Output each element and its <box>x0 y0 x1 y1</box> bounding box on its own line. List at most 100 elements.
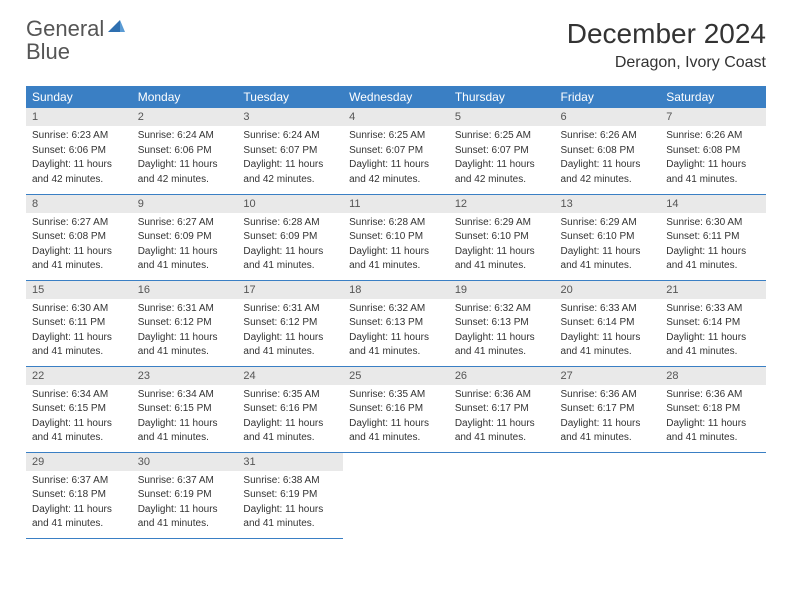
weekday-monday: Monday <box>132 86 238 108</box>
day1-text: Daylight: 11 hours <box>32 331 126 345</box>
day2-text: and 41 minutes. <box>32 431 126 445</box>
day1-text: Daylight: 11 hours <box>666 331 760 345</box>
day-cell: 28Sunrise: 6:36 AMSunset: 6:18 PMDayligh… <box>660 366 766 452</box>
day-number: 21 <box>660 281 766 299</box>
sunset-text: Sunset: 6:11 PM <box>32 316 126 330</box>
sunset-text: Sunset: 6:10 PM <box>349 230 443 244</box>
sunset-text: Sunset: 6:07 PM <box>455 144 549 158</box>
day1-text: Daylight: 11 hours <box>455 158 549 172</box>
sunrise-text: Sunrise: 6:23 AM <box>32 129 126 143</box>
sunrise-text: Sunrise: 6:32 AM <box>349 302 443 316</box>
day2-text: and 41 minutes. <box>243 259 337 273</box>
sunset-text: Sunset: 6:12 PM <box>138 316 232 330</box>
day-number: 16 <box>132 281 238 299</box>
day1-text: Daylight: 11 hours <box>666 158 760 172</box>
day-number: 3 <box>237 108 343 126</box>
day-number: 1 <box>26 108 132 126</box>
day-cell: 17Sunrise: 6:31 AMSunset: 6:12 PMDayligh… <box>237 280 343 366</box>
weekday-thursday: Thursday <box>449 86 555 108</box>
day-cell: 25Sunrise: 6:35 AMSunset: 6:16 PMDayligh… <box>343 366 449 452</box>
day-info: Sunrise: 6:31 AMSunset: 6:12 PMDaylight:… <box>237 299 343 366</box>
sunrise-text: Sunrise: 6:33 AM <box>561 302 655 316</box>
sunset-text: Sunset: 6:06 PM <box>138 144 232 158</box>
sunrise-text: Sunrise: 6:33 AM <box>666 302 760 316</box>
day2-text: and 42 minutes. <box>32 173 126 187</box>
title-block: December 2024 Deragon, Ivory Coast <box>567 18 766 72</box>
day-cell: 20Sunrise: 6:33 AMSunset: 6:14 PMDayligh… <box>555 280 661 366</box>
day-info: Sunrise: 6:28 AMSunset: 6:10 PMDaylight:… <box>343 213 449 280</box>
sunrise-text: Sunrise: 6:27 AM <box>32 216 126 230</box>
day1-text: Daylight: 11 hours <box>349 331 443 345</box>
sunrise-text: Sunrise: 6:34 AM <box>138 388 232 402</box>
week-row: 22Sunrise: 6:34 AMSunset: 6:15 PMDayligh… <box>26 366 766 452</box>
day2-text: and 41 minutes. <box>138 431 232 445</box>
day1-text: Daylight: 11 hours <box>666 417 760 431</box>
day-number: 2 <box>132 108 238 126</box>
sunrise-text: Sunrise: 6:36 AM <box>666 388 760 402</box>
sunset-text: Sunset: 6:08 PM <box>561 144 655 158</box>
day1-text: Daylight: 11 hours <box>138 417 232 431</box>
sunrise-text: Sunrise: 6:25 AM <box>455 129 549 143</box>
day1-text: Daylight: 11 hours <box>32 158 126 172</box>
day2-text: and 41 minutes. <box>138 259 232 273</box>
day-info: Sunrise: 6:34 AMSunset: 6:15 PMDaylight:… <box>26 385 132 452</box>
sunrise-text: Sunrise: 6:30 AM <box>666 216 760 230</box>
calendar-table: SundayMondayTuesdayWednesdayThursdayFrid… <box>26 86 766 539</box>
day1-text: Daylight: 11 hours <box>455 245 549 259</box>
day-cell: 2Sunrise: 6:24 AMSunset: 6:06 PMDaylight… <box>132 108 238 194</box>
calendar-page: General Blue December 2024 Deragon, Ivor… <box>0 0 792 557</box>
day2-text: and 41 minutes. <box>349 431 443 445</box>
day-cell: 22Sunrise: 6:34 AMSunset: 6:15 PMDayligh… <box>26 366 132 452</box>
sail-icon <box>106 18 126 39</box>
day-cell: 12Sunrise: 6:29 AMSunset: 6:10 PMDayligh… <box>449 194 555 280</box>
day-number: 7 <box>660 108 766 126</box>
location: Deragon, Ivory Coast <box>567 54 766 72</box>
week-row: 1Sunrise: 6:23 AMSunset: 6:06 PMDaylight… <box>26 108 766 194</box>
sunset-text: Sunset: 6:07 PM <box>243 144 337 158</box>
day2-text: and 41 minutes. <box>243 517 337 531</box>
day1-text: Daylight: 11 hours <box>349 245 443 259</box>
day-info: Sunrise: 6:23 AMSunset: 6:06 PMDaylight:… <box>26 126 132 193</box>
day1-text: Daylight: 11 hours <box>561 245 655 259</box>
sunset-text: Sunset: 6:18 PM <box>666 402 760 416</box>
day-number: 10 <box>237 195 343 213</box>
day1-text: Daylight: 11 hours <box>243 417 337 431</box>
sunset-text: Sunset: 6:07 PM <box>349 144 443 158</box>
day-cell: 23Sunrise: 6:34 AMSunset: 6:15 PMDayligh… <box>132 366 238 452</box>
day-number: 14 <box>660 195 766 213</box>
sunset-text: Sunset: 6:17 PM <box>561 402 655 416</box>
day-number: 29 <box>26 453 132 471</box>
empty-cell <box>660 452 766 538</box>
day-cell: 19Sunrise: 6:32 AMSunset: 6:13 PMDayligh… <box>449 280 555 366</box>
day-cell: 5Sunrise: 6:25 AMSunset: 6:07 PMDaylight… <box>449 108 555 194</box>
sunset-text: Sunset: 6:08 PM <box>666 144 760 158</box>
day-number: 31 <box>237 453 343 471</box>
day-info: Sunrise: 6:30 AMSunset: 6:11 PMDaylight:… <box>660 213 766 280</box>
day2-text: and 41 minutes. <box>666 431 760 445</box>
day-info: Sunrise: 6:29 AMSunset: 6:10 PMDaylight:… <box>555 213 661 280</box>
day2-text: and 41 minutes. <box>138 345 232 359</box>
day-number: 26 <box>449 367 555 385</box>
day2-text: and 41 minutes. <box>455 345 549 359</box>
day2-text: and 42 minutes. <box>455 173 549 187</box>
logo-general: General <box>26 16 104 41</box>
day-info: Sunrise: 6:36 AMSunset: 6:17 PMDaylight:… <box>449 385 555 452</box>
sunset-text: Sunset: 6:08 PM <box>32 230 126 244</box>
sunrise-text: Sunrise: 6:28 AM <box>243 216 337 230</box>
header: General Blue December 2024 Deragon, Ivor… <box>26 18 766 72</box>
day1-text: Daylight: 11 hours <box>349 158 443 172</box>
sunset-text: Sunset: 6:18 PM <box>32 488 126 502</box>
day-info: Sunrise: 6:36 AMSunset: 6:18 PMDaylight:… <box>660 385 766 452</box>
day2-text: and 41 minutes. <box>349 259 443 273</box>
weekday-saturday: Saturday <box>660 86 766 108</box>
day-cell: 16Sunrise: 6:31 AMSunset: 6:12 PMDayligh… <box>132 280 238 366</box>
sunrise-text: Sunrise: 6:36 AM <box>561 388 655 402</box>
sunrise-text: Sunrise: 6:27 AM <box>138 216 232 230</box>
day-info: Sunrise: 6:32 AMSunset: 6:13 PMDaylight:… <box>449 299 555 366</box>
sunrise-text: Sunrise: 6:37 AM <box>138 474 232 488</box>
day2-text: and 42 minutes. <box>138 173 232 187</box>
day-cell: 7Sunrise: 6:26 AMSunset: 6:08 PMDaylight… <box>660 108 766 194</box>
day-cell: 24Sunrise: 6:35 AMSunset: 6:16 PMDayligh… <box>237 366 343 452</box>
day-number: 22 <box>26 367 132 385</box>
sunset-text: Sunset: 6:13 PM <box>349 316 443 330</box>
